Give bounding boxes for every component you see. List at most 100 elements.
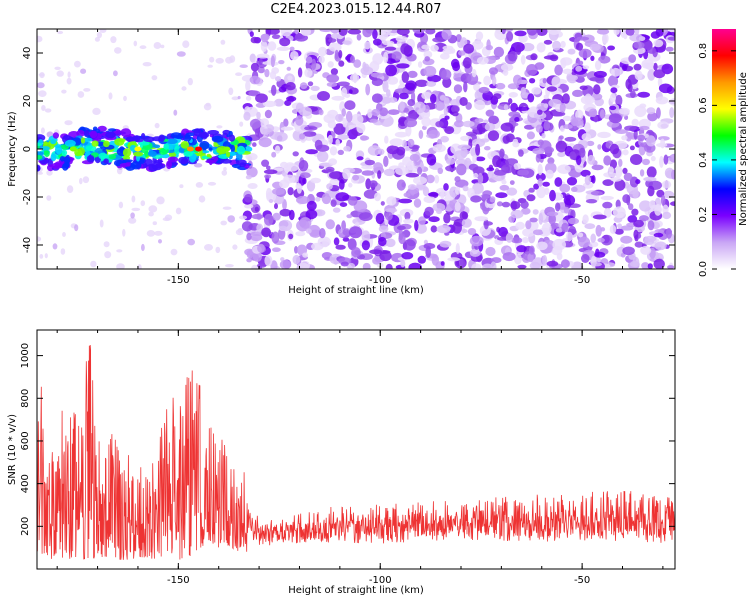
noise-blob bbox=[560, 259, 570, 269]
signal-blob bbox=[43, 141, 48, 146]
noise-blob bbox=[475, 31, 484, 41]
noise-blob bbox=[399, 92, 409, 100]
noise-blob bbox=[486, 167, 495, 172]
noise-blob bbox=[394, 131, 408, 138]
noise-speck bbox=[110, 36, 117, 44]
noise-blob bbox=[260, 33, 269, 43]
noise-blob bbox=[258, 137, 272, 148]
noise-blob bbox=[478, 86, 490, 94]
noise-blob bbox=[443, 212, 451, 224]
noise-blob bbox=[379, 250, 392, 262]
noise-blob bbox=[396, 63, 410, 69]
signal-blob bbox=[239, 162, 246, 167]
noise-blob bbox=[610, 87, 618, 94]
noise-blob bbox=[422, 186, 430, 197]
noise-blob bbox=[549, 189, 556, 202]
noise-blob bbox=[274, 145, 281, 154]
noise-blob bbox=[591, 262, 602, 267]
noise-speck bbox=[154, 122, 160, 129]
noise-blob bbox=[414, 219, 419, 232]
noise-blob bbox=[455, 158, 468, 166]
noise-blob bbox=[337, 149, 344, 155]
noise-blob bbox=[422, 125, 427, 130]
signal-blob bbox=[59, 156, 65, 162]
noise-blob bbox=[545, 169, 554, 179]
noise-speck bbox=[118, 201, 124, 209]
y-tick-label: 600 bbox=[20, 431, 31, 450]
noise-blob bbox=[245, 80, 251, 92]
noise-speck bbox=[148, 211, 154, 217]
signal-blob bbox=[37, 134, 46, 142]
noise-blob bbox=[635, 179, 641, 185]
noise-blob bbox=[290, 50, 299, 61]
noise-blob bbox=[495, 82, 506, 90]
colorbar-label: Normalized spectral amplitude bbox=[738, 72, 749, 226]
noise-blob bbox=[352, 174, 360, 181]
noise-blob bbox=[361, 170, 374, 176]
noise-blob bbox=[378, 225, 389, 233]
noise-blob bbox=[656, 107, 661, 119]
signal-blob bbox=[103, 158, 109, 164]
noise-blob bbox=[559, 183, 571, 193]
noise-blob bbox=[658, 136, 670, 141]
noise-blob bbox=[428, 129, 440, 139]
signal-blob bbox=[193, 128, 202, 137]
noise-blob bbox=[596, 29, 610, 35]
noise-blob bbox=[335, 139, 341, 147]
noise-blob bbox=[496, 201, 503, 207]
noise-blob bbox=[342, 117, 348, 128]
noise-blob bbox=[613, 29, 620, 35]
noise-blob bbox=[645, 135, 656, 147]
noise-blob bbox=[353, 59, 362, 68]
noise-blob bbox=[295, 115, 304, 126]
noise-blob bbox=[325, 219, 335, 230]
noise-blob bbox=[415, 79, 429, 88]
noise-blob bbox=[472, 182, 484, 195]
noise-blob bbox=[541, 133, 546, 139]
noise-blob bbox=[264, 109, 272, 119]
noise-blob bbox=[342, 168, 351, 180]
noise-blob bbox=[461, 211, 469, 220]
noise-blob bbox=[562, 115, 572, 122]
noise-blob bbox=[591, 164, 604, 171]
noise-speck bbox=[176, 51, 186, 57]
noise-blob bbox=[246, 166, 258, 178]
noise-blob bbox=[251, 213, 264, 220]
noise-blob bbox=[441, 69, 452, 80]
noise-blob bbox=[440, 135, 449, 143]
noise-blob bbox=[342, 237, 350, 242]
noise-blob bbox=[453, 84, 463, 94]
noise-speck bbox=[60, 248, 66, 255]
noise-blob bbox=[427, 74, 442, 83]
noise-blob bbox=[451, 111, 459, 117]
noise-blob bbox=[360, 135, 370, 141]
noise-blob bbox=[272, 247, 281, 252]
noise-blob bbox=[302, 252, 308, 258]
noise-blob bbox=[330, 199, 337, 207]
noise-blob bbox=[537, 163, 543, 176]
noise-blob bbox=[531, 87, 542, 95]
noise-blob bbox=[425, 29, 436, 35]
noise-blob bbox=[620, 29, 626, 38]
noise-speck bbox=[114, 47, 122, 54]
noise-speck bbox=[141, 243, 145, 252]
noise-blob bbox=[578, 48, 592, 59]
noise-blob bbox=[467, 228, 477, 236]
signal-blob bbox=[108, 128, 117, 132]
noise-blob bbox=[569, 151, 577, 160]
noise-blob bbox=[459, 259, 466, 266]
noise-blob bbox=[440, 261, 445, 266]
noise-blob bbox=[278, 60, 285, 65]
noise-blob bbox=[369, 180, 378, 188]
noise-blob bbox=[361, 240, 370, 251]
noise-blob bbox=[423, 239, 428, 245]
noise-blob bbox=[508, 111, 521, 118]
noise-blob bbox=[338, 50, 343, 59]
noise-blob bbox=[593, 115, 599, 123]
noise-speck bbox=[153, 42, 162, 49]
noise-blob bbox=[536, 102, 548, 112]
noise-blob bbox=[461, 229, 468, 233]
noise-blob bbox=[421, 117, 431, 127]
noise-blob bbox=[400, 43, 411, 55]
noise-blob bbox=[295, 231, 306, 237]
